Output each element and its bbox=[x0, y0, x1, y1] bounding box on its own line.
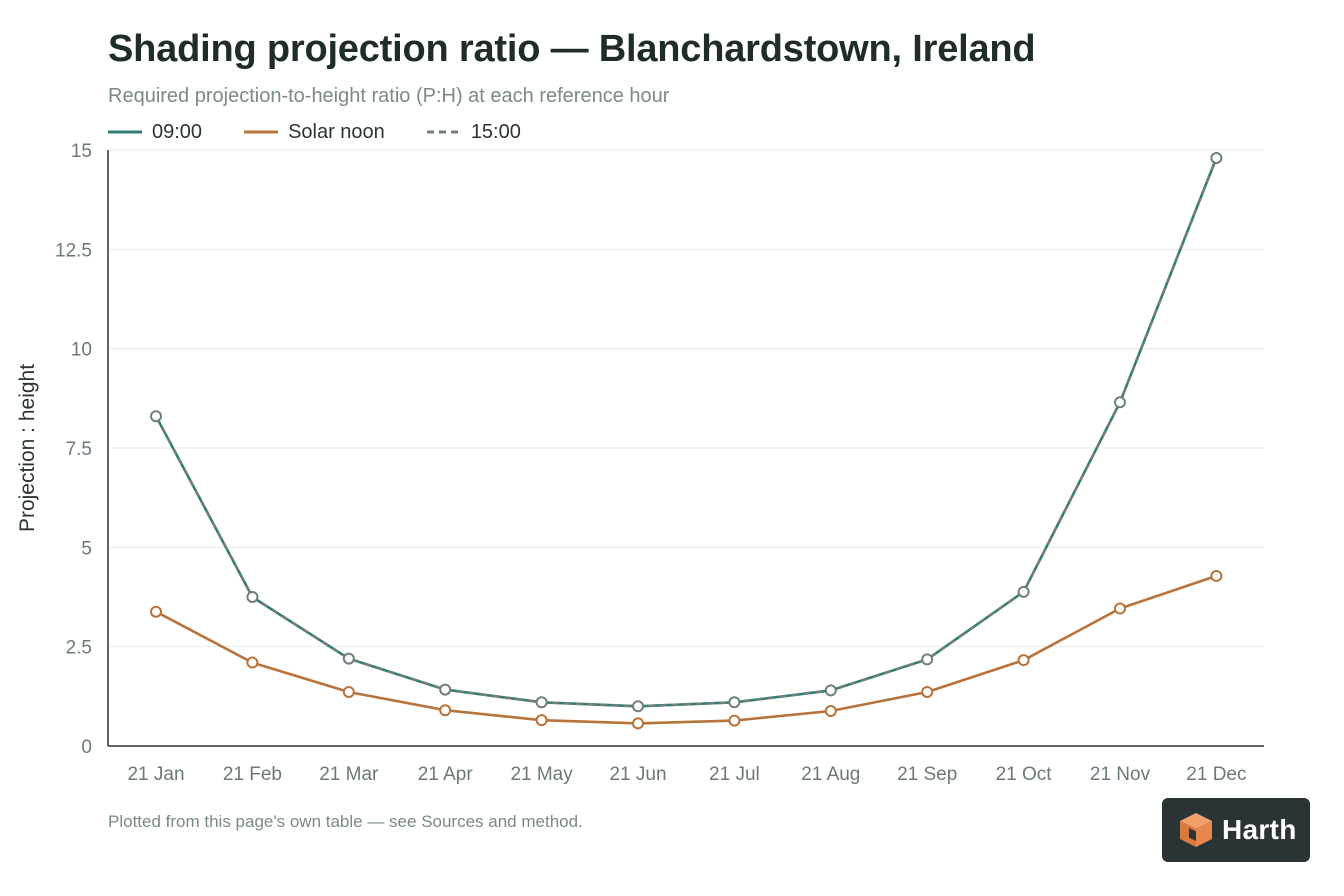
series-line-09-00 bbox=[154, 157, 1218, 708]
data-point-solar-noon bbox=[632, 717, 644, 730]
chart-subtitle: Required projection-to-height ratio (P:H… bbox=[108, 85, 670, 107]
chart-title: Shading projection ratio — Blanchardstow… bbox=[108, 28, 1036, 70]
x-tick-label: 21 Dec bbox=[1186, 764, 1246, 785]
legend-item-0900[interactable]: 09:00 bbox=[108, 120, 202, 144]
data-point-0900 bbox=[1210, 151, 1223, 164]
data-point-0900 bbox=[535, 696, 548, 709]
brand-logo[interactable]: Harth bbox=[1162, 798, 1310, 862]
cube-logo-icon bbox=[1180, 813, 1212, 847]
y-tick-label: 0 bbox=[81, 737, 92, 758]
data-point-0900 bbox=[728, 696, 741, 709]
data-point-solar-noon bbox=[728, 714, 741, 727]
series-line-solar-noon bbox=[155, 574, 1217, 725]
data-point-0900 bbox=[1017, 585, 1030, 598]
legend-label-0900: 09:00 bbox=[152, 120, 203, 143]
data-point-solar-noon bbox=[342, 685, 355, 698]
x-tick-label: 21 Jun bbox=[609, 764, 666, 785]
legend-swatch-solar-noon bbox=[244, 130, 279, 134]
legend-item-1500[interactable]: 15:00 bbox=[426, 120, 521, 144]
y-tick-label: 10 bbox=[71, 340, 92, 361]
data-point-solar-noon bbox=[535, 714, 548, 727]
y-tick-label: 15 bbox=[71, 141, 92, 162]
footnote: Plotted from this page's own table — see… bbox=[108, 812, 583, 831]
x-tick-label: 21 Mar bbox=[319, 764, 379, 785]
data-point-0900 bbox=[824, 684, 837, 697]
y-tick-label: 5 bbox=[81, 538, 92, 559]
x-tick-label: 21 Oct bbox=[996, 764, 1053, 785]
x-tick-label: 21 Apr bbox=[418, 764, 474, 785]
data-point-solar-noon bbox=[1210, 569, 1223, 582]
data-point-solar-noon bbox=[246, 656, 259, 669]
data-point-0900 bbox=[342, 652, 355, 665]
data-point-solar-noon bbox=[150, 605, 162, 618]
legend: 09:00 Solar noon 15:00 bbox=[108, 120, 563, 144]
legend-swatch-1500 bbox=[426, 130, 461, 134]
y-tick-label: 7.5 bbox=[66, 439, 92, 460]
data-point-solar-noon bbox=[1017, 654, 1030, 667]
x-tick-label: 21 Aug bbox=[801, 764, 860, 785]
x-tick-label: 21 Nov bbox=[1090, 764, 1151, 785]
data-point-0900 bbox=[1114, 396, 1126, 409]
data-point-solar-noon bbox=[921, 685, 934, 698]
x-tick-label: 21 May bbox=[510, 764, 573, 785]
x-tick-label: 21 Jan bbox=[127, 764, 184, 785]
y-axis-title: Projection : height bbox=[16, 364, 39, 532]
data-point-0900 bbox=[632, 700, 644, 713]
data-point-solar-noon bbox=[824, 705, 837, 718]
brand-name: Harth bbox=[1222, 814, 1297, 845]
data-point-solar-noon bbox=[439, 704, 452, 717]
legend-label-1500: 15:00 bbox=[470, 120, 521, 143]
legend-label-solar-noon: Solar noon bbox=[288, 120, 385, 143]
series-line-15-00 bbox=[154, 157, 1218, 708]
legend-swatch-0900 bbox=[108, 130, 142, 134]
x-tick-label: 21 Jul bbox=[709, 764, 760, 785]
data-point-solar-noon bbox=[1114, 602, 1126, 615]
y-tick-label: 2.5 bbox=[66, 638, 92, 659]
x-tick-label: 21 Feb bbox=[223, 764, 282, 785]
x-tick-label: 21 Sep bbox=[897, 764, 957, 785]
y-tick-label: 12.5 bbox=[55, 240, 92, 261]
data-point-0900 bbox=[439, 683, 452, 696]
line-chart: 0 2.5 5 7.5 10 12.5 15 21 Jan 21 Feb 21 Mar 21 Apr… bbox=[16, 141, 1264, 785]
data-point-0900 bbox=[246, 591, 259, 603]
data-point-0900 bbox=[921, 653, 934, 666]
legend-item-solar-noon[interactable]: Solar noon bbox=[244, 120, 385, 144]
data-point-0900 bbox=[150, 410, 162, 423]
